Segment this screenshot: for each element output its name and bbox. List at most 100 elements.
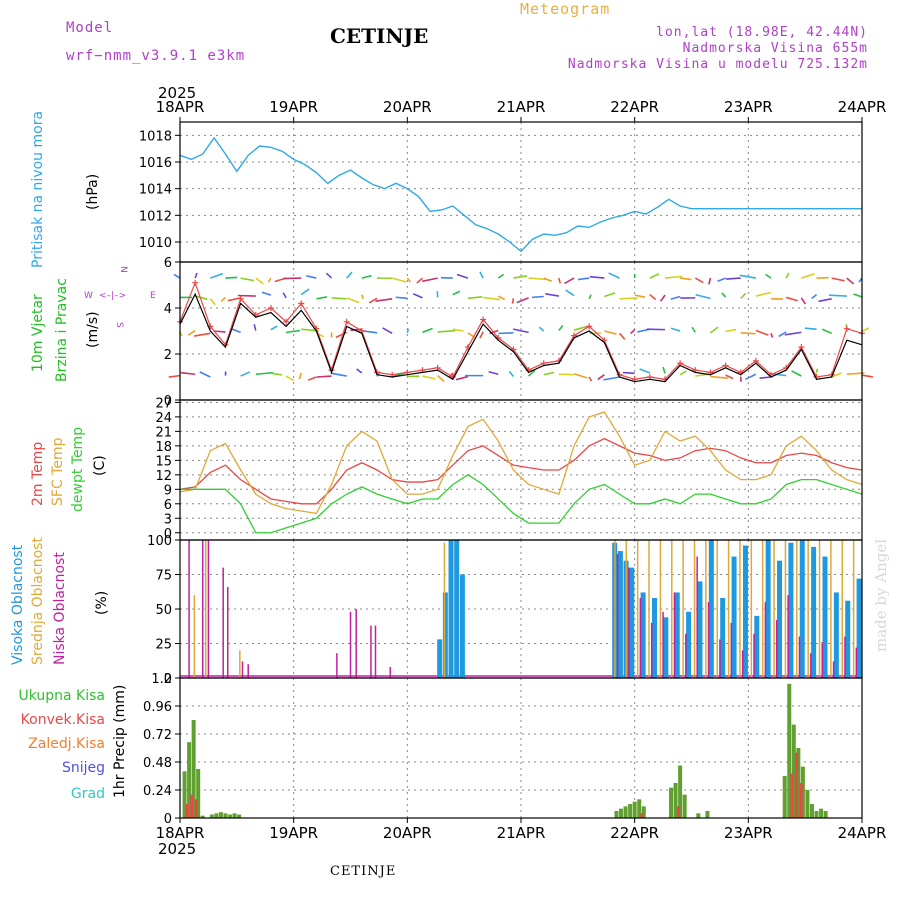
compass-arms: <–|–> [99, 291, 126, 301]
pressure-line [179, 136, 862, 253]
conv-precip-bar [795, 752, 799, 818]
total-precip-bar [682, 794, 687, 818]
total-precip-bar [218, 812, 223, 818]
wind-arrow [368, 297, 378, 304]
wind-arrow [785, 296, 798, 302]
total-precip-bar [209, 814, 214, 818]
wind-arrow [361, 274, 372, 279]
wind-arrow [307, 376, 317, 381]
wind-arrow [512, 328, 529, 334]
time-label-bottom: 22APR [610, 824, 659, 842]
wind-arrow [531, 295, 544, 299]
wind-arrow [564, 277, 575, 285]
wind-arrow [828, 294, 847, 297]
y-tick-label: 0 [164, 527, 172, 542]
total-precip-bar [237, 814, 242, 818]
wind-arrow [589, 275, 605, 279]
total-precip-bar [196, 769, 201, 818]
wind-arrow [649, 294, 657, 301]
wind-arrow [199, 371, 211, 378]
y-tick-label: 25 [155, 638, 172, 653]
high-cloud-bar [697, 581, 703, 678]
wind-arrow [831, 277, 845, 282]
y-tick-label: 18 [155, 440, 172, 455]
y-tick-label: 6 [164, 256, 172, 271]
wind-arrow [853, 293, 863, 298]
high-cloud-bar [629, 567, 635, 678]
high-cloud-bar [822, 556, 828, 678]
wind-arrow [717, 277, 726, 282]
wind-arrow [800, 297, 807, 305]
high-cloud-bar [845, 600, 851, 678]
wind-arrow [694, 277, 704, 284]
high-cloud-bar [442, 592, 448, 678]
pressure-title: Pritisak na nivou mora [30, 111, 46, 268]
wind-arrow [255, 371, 274, 376]
wind-arrow [588, 376, 593, 382]
conv-precip-bar [676, 806, 680, 818]
time-label-top: 24APR [838, 98, 887, 116]
wind-arrow [680, 277, 692, 281]
high-cloud-bar [437, 639, 443, 678]
wind-arrow [285, 329, 301, 334]
wind-arrow [282, 292, 287, 299]
total-precip-bar [228, 814, 233, 818]
y-tick-label: 1014 [139, 183, 172, 198]
wind-arrow [618, 332, 626, 340]
y-tick-label: 9 [164, 483, 172, 498]
high-cloud-bar [765, 540, 771, 678]
wind-arrow [213, 330, 226, 333]
wind-arrow [804, 327, 817, 330]
wind-arrow [659, 294, 666, 302]
high-cloud-bar [674, 592, 680, 678]
legend-conv: Konvek.Kisa [21, 712, 105, 728]
wind-arrow [422, 375, 436, 380]
wind-arrow [346, 297, 360, 304]
time-label-top: 18APR [156, 98, 205, 116]
wind-arrow [725, 277, 741, 280]
wind-arrow [597, 374, 605, 381]
sfc-temp-line [179, 411, 863, 515]
total-precip-bar [223, 813, 228, 818]
wind-arrow [455, 375, 469, 381]
wind-arrow [180, 371, 196, 376]
high-cloud-bar [663, 617, 669, 678]
wind-gust-marker [843, 325, 850, 332]
y-tick-label: 0.48 [143, 756, 172, 771]
wind-arrow [778, 331, 787, 338]
time-label-top: 22APR [610, 98, 659, 116]
panel-frame [179, 677, 863, 819]
y-tick-label: 0 [164, 394, 172, 409]
wind-arrow [416, 277, 424, 284]
dew-title: dewpt Temp [70, 427, 86, 512]
time-label-bottom: 18APR [156, 824, 205, 842]
time-label-top: 19APR [269, 98, 318, 116]
total-precip-bar [696, 813, 701, 818]
high-cloud-bar [640, 592, 646, 678]
wind-arrow [691, 326, 696, 333]
wind-arrow [253, 324, 257, 331]
wind-gust-marker [298, 300, 305, 307]
wind-arrow [267, 277, 272, 283]
time-label-bottom: 19APR [269, 824, 318, 842]
wind-arrow [220, 296, 227, 302]
high-cloud-bar [856, 578, 862, 678]
wind-arrow [361, 294, 364, 300]
y-tick-label: 1018 [139, 129, 172, 144]
cloud-unit: (%) [94, 591, 110, 615]
y-tick-label: 0.96 [143, 700, 172, 715]
wind-arrow [543, 371, 555, 376]
y-tick-label: 50 [155, 603, 172, 618]
total-precip-bar [232, 813, 237, 818]
y-tick-label: 0 [164, 672, 172, 687]
wind-arrow [448, 372, 454, 378]
wind-arrow [479, 331, 484, 339]
wind-gust-marker [237, 295, 244, 302]
legend-grad: Grad [71, 786, 105, 802]
total-precip-bar [182, 771, 187, 818]
wind-arrow [187, 329, 196, 336]
wind-arrow [497, 295, 506, 301]
wind-arrow [316, 375, 332, 378]
wind-arrow [362, 330, 378, 334]
